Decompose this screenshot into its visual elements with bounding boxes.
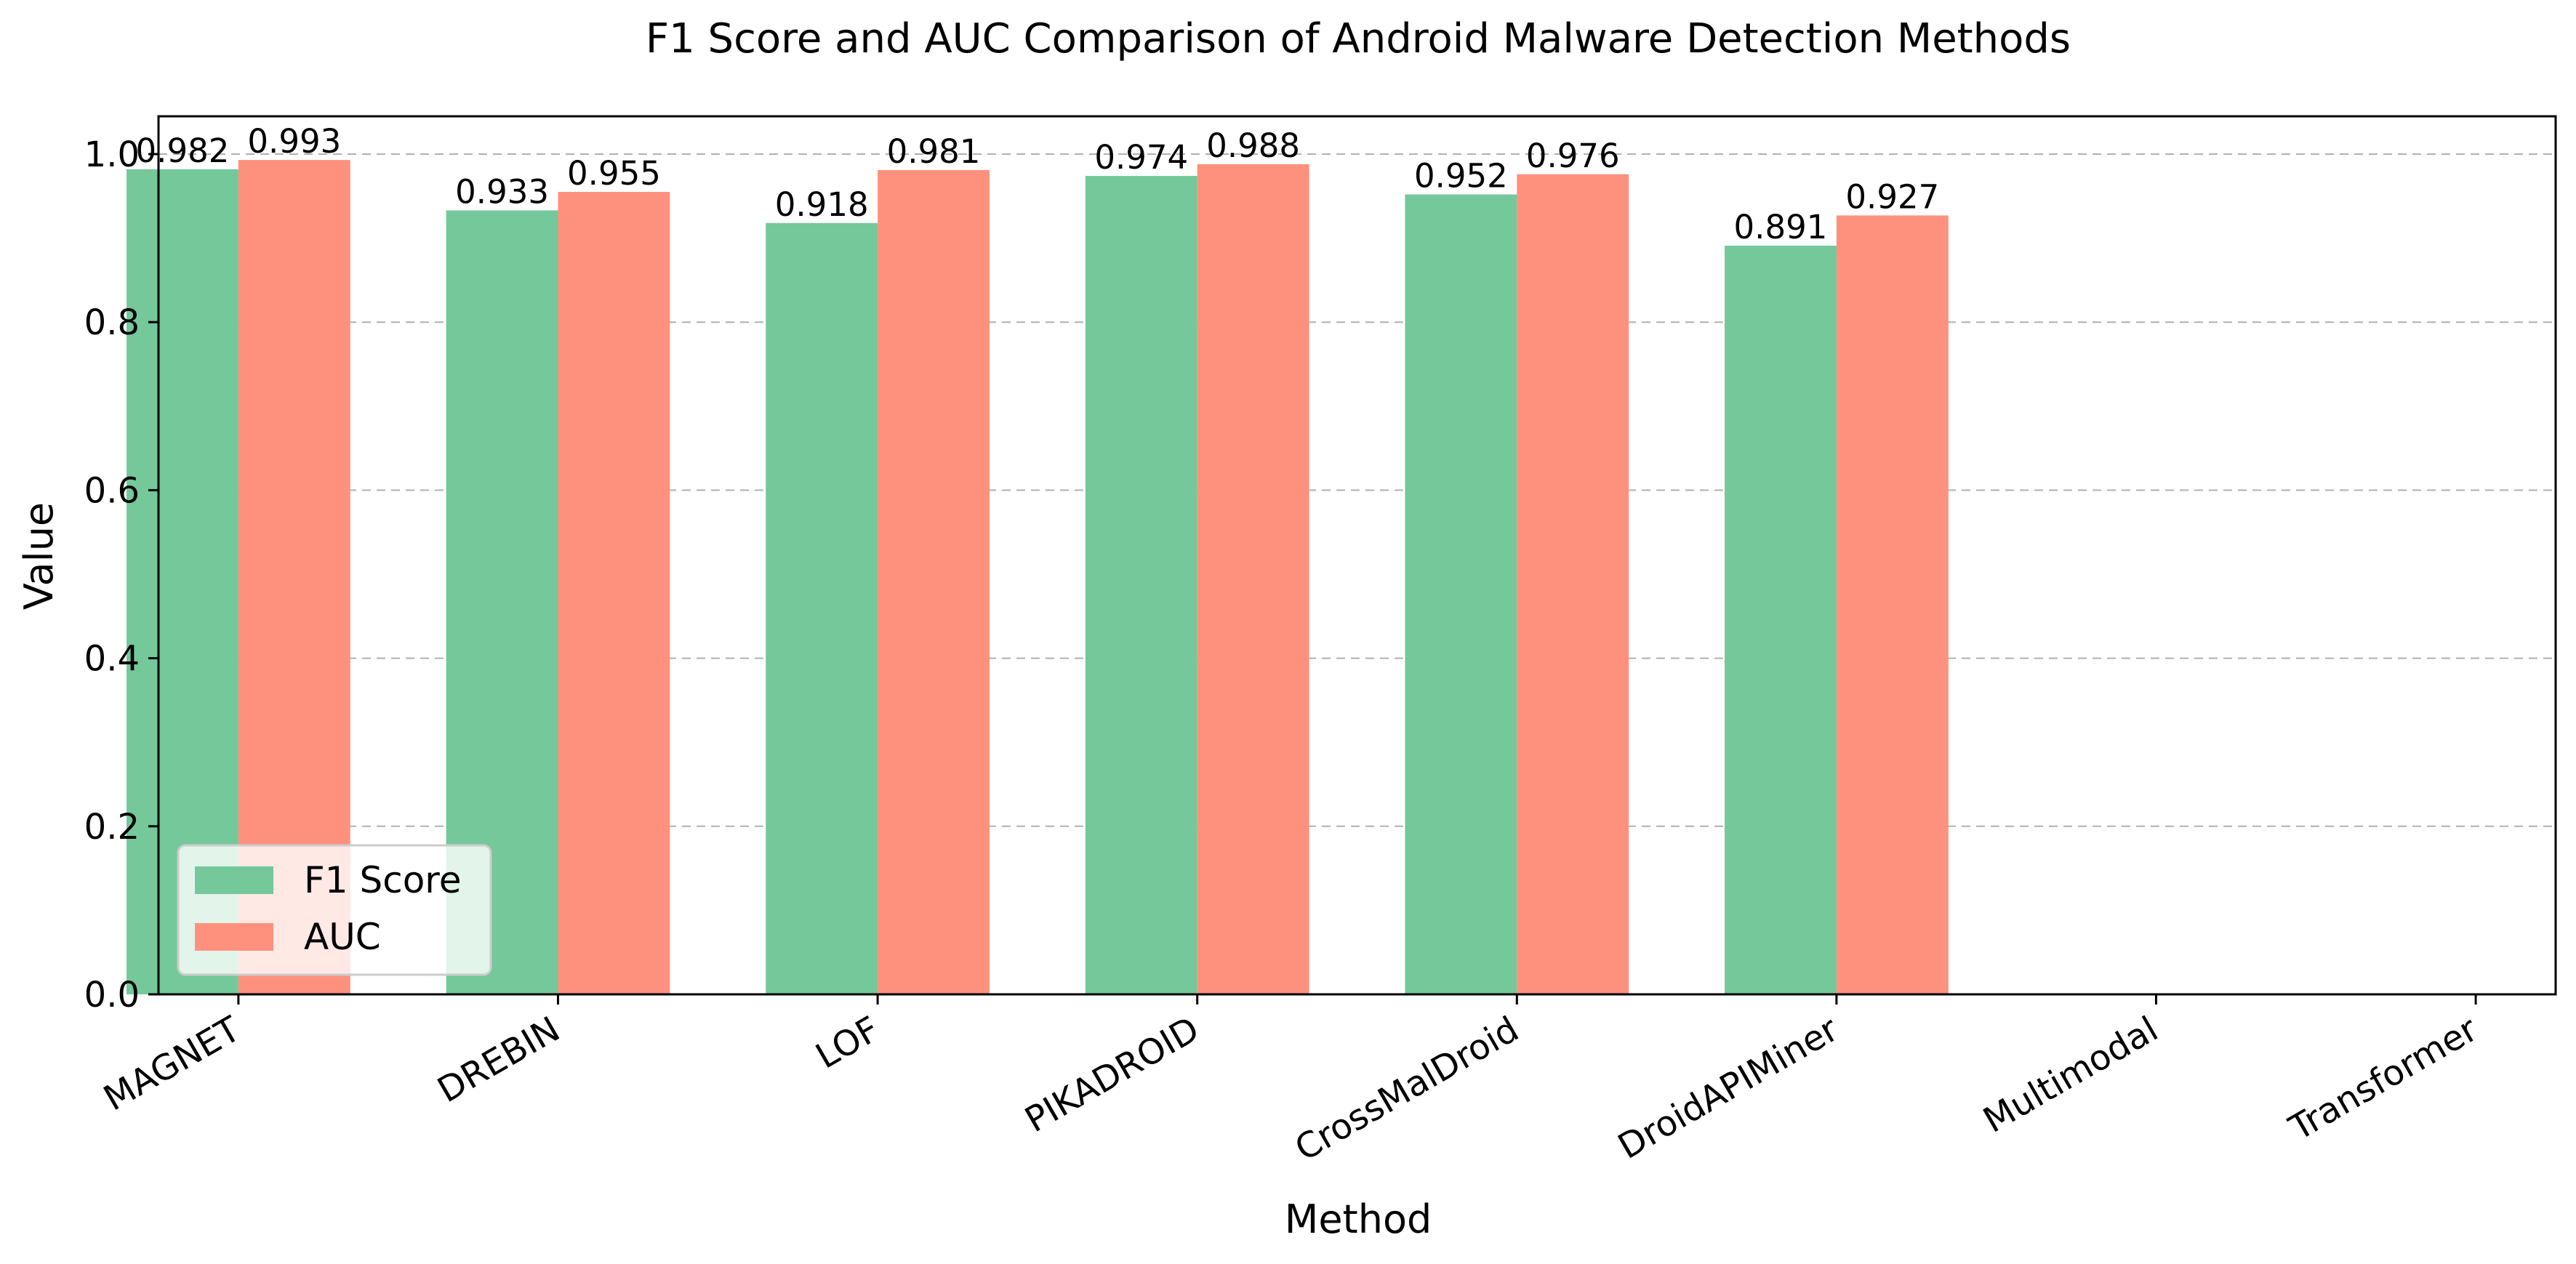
- y-axis-label: Value: [16, 502, 62, 610]
- y-axis-ticks: 0.0 0.2 0.4 0.6 0.8 1.0: [84, 134, 159, 1015]
- data-label-auc-1: 0.955: [567, 154, 661, 193]
- y-tick-label-5: 1.0: [84, 134, 140, 175]
- bar-auc-1: [558, 192, 670, 994]
- x-axis-label: Method: [1285, 1196, 1432, 1242]
- x-tick-label-3: PIKADROID: [1019, 1009, 1206, 1140]
- legend-label-f1-score: F1 Score: [304, 859, 462, 901]
- legend-label-auc: AUC: [304, 916, 381, 958]
- legend: F1 Score AUC: [177, 844, 492, 976]
- data-label-f1-score-0: 0.982: [136, 132, 230, 170]
- y-tick-label-2: 0.4: [84, 639, 140, 680]
- data-label-auc-5: 0.927: [1845, 177, 1939, 216]
- y-tick-label-1: 0.2: [84, 807, 140, 848]
- y-tick-label-4: 0.8: [84, 302, 140, 343]
- x-tick-label-7: Transformer: [2282, 1009, 2485, 1149]
- x-tick-label-4: CrossMalDroid: [1288, 1009, 1525, 1170]
- bar-auc-5: [1836, 215, 1949, 994]
- legend-swatch-f1-score: [195, 866, 273, 894]
- bar-f1-score-2: [766, 222, 878, 994]
- y-tick-label-3: 0.6: [84, 470, 140, 511]
- chart-title: F1 Score and AUC Comparison of Android M…: [646, 15, 2071, 63]
- plot-frame: [157, 115, 2557, 996]
- data-label-auc-0: 0.993: [247, 122, 341, 161]
- x-tick-label-2: LOF: [809, 1009, 886, 1077]
- bar-auc-2: [878, 169, 990, 994]
- data-label-f1-score-2: 0.918: [775, 185, 869, 224]
- data-label-f1-score-1: 0.933: [455, 172, 549, 211]
- data-label-f1-score-5: 0.891: [1734, 208, 1828, 246]
- data-label-f1-score-3: 0.974: [1094, 138, 1188, 177]
- data-label-auc-2: 0.981: [887, 132, 981, 171]
- bar-auc-4: [1517, 174, 1629, 994]
- x-tick-label-0: MAGNET: [97, 1009, 247, 1119]
- bars: [127, 160, 1949, 995]
- bar-auc-3: [1197, 164, 1309, 995]
- data-labels: 0.982 0.933 0.918 0.974 0.952 0.891 0.993 0.955…: [136, 122, 1940, 246]
- x-axis-ticks: MAGNET DREBIN LOF PIKADROID CrossMalDroid Dro…: [97, 994, 2484, 1170]
- data-label-auc-4: 0.976: [1526, 137, 1620, 175]
- data-label-auc-3: 0.988: [1206, 126, 1300, 165]
- x-tick-label-5: DroidAPIMiner: [1611, 1009, 1845, 1167]
- bar-f1-score-5: [1725, 246, 1837, 995]
- bar-f1-score-3: [1085, 176, 1197, 994]
- x-tick-label-1: DREBIN: [430, 1009, 566, 1111]
- x-tick-label-6: Multimodal: [1977, 1009, 2165, 1141]
- data-label-f1-score-4: 0.952: [1414, 157, 1508, 196]
- y-tick-label-0: 0.0: [84, 975, 140, 1015]
- bar-f1-score-4: [1405, 194, 1517, 994]
- legend-swatch-auc: [195, 923, 273, 951]
